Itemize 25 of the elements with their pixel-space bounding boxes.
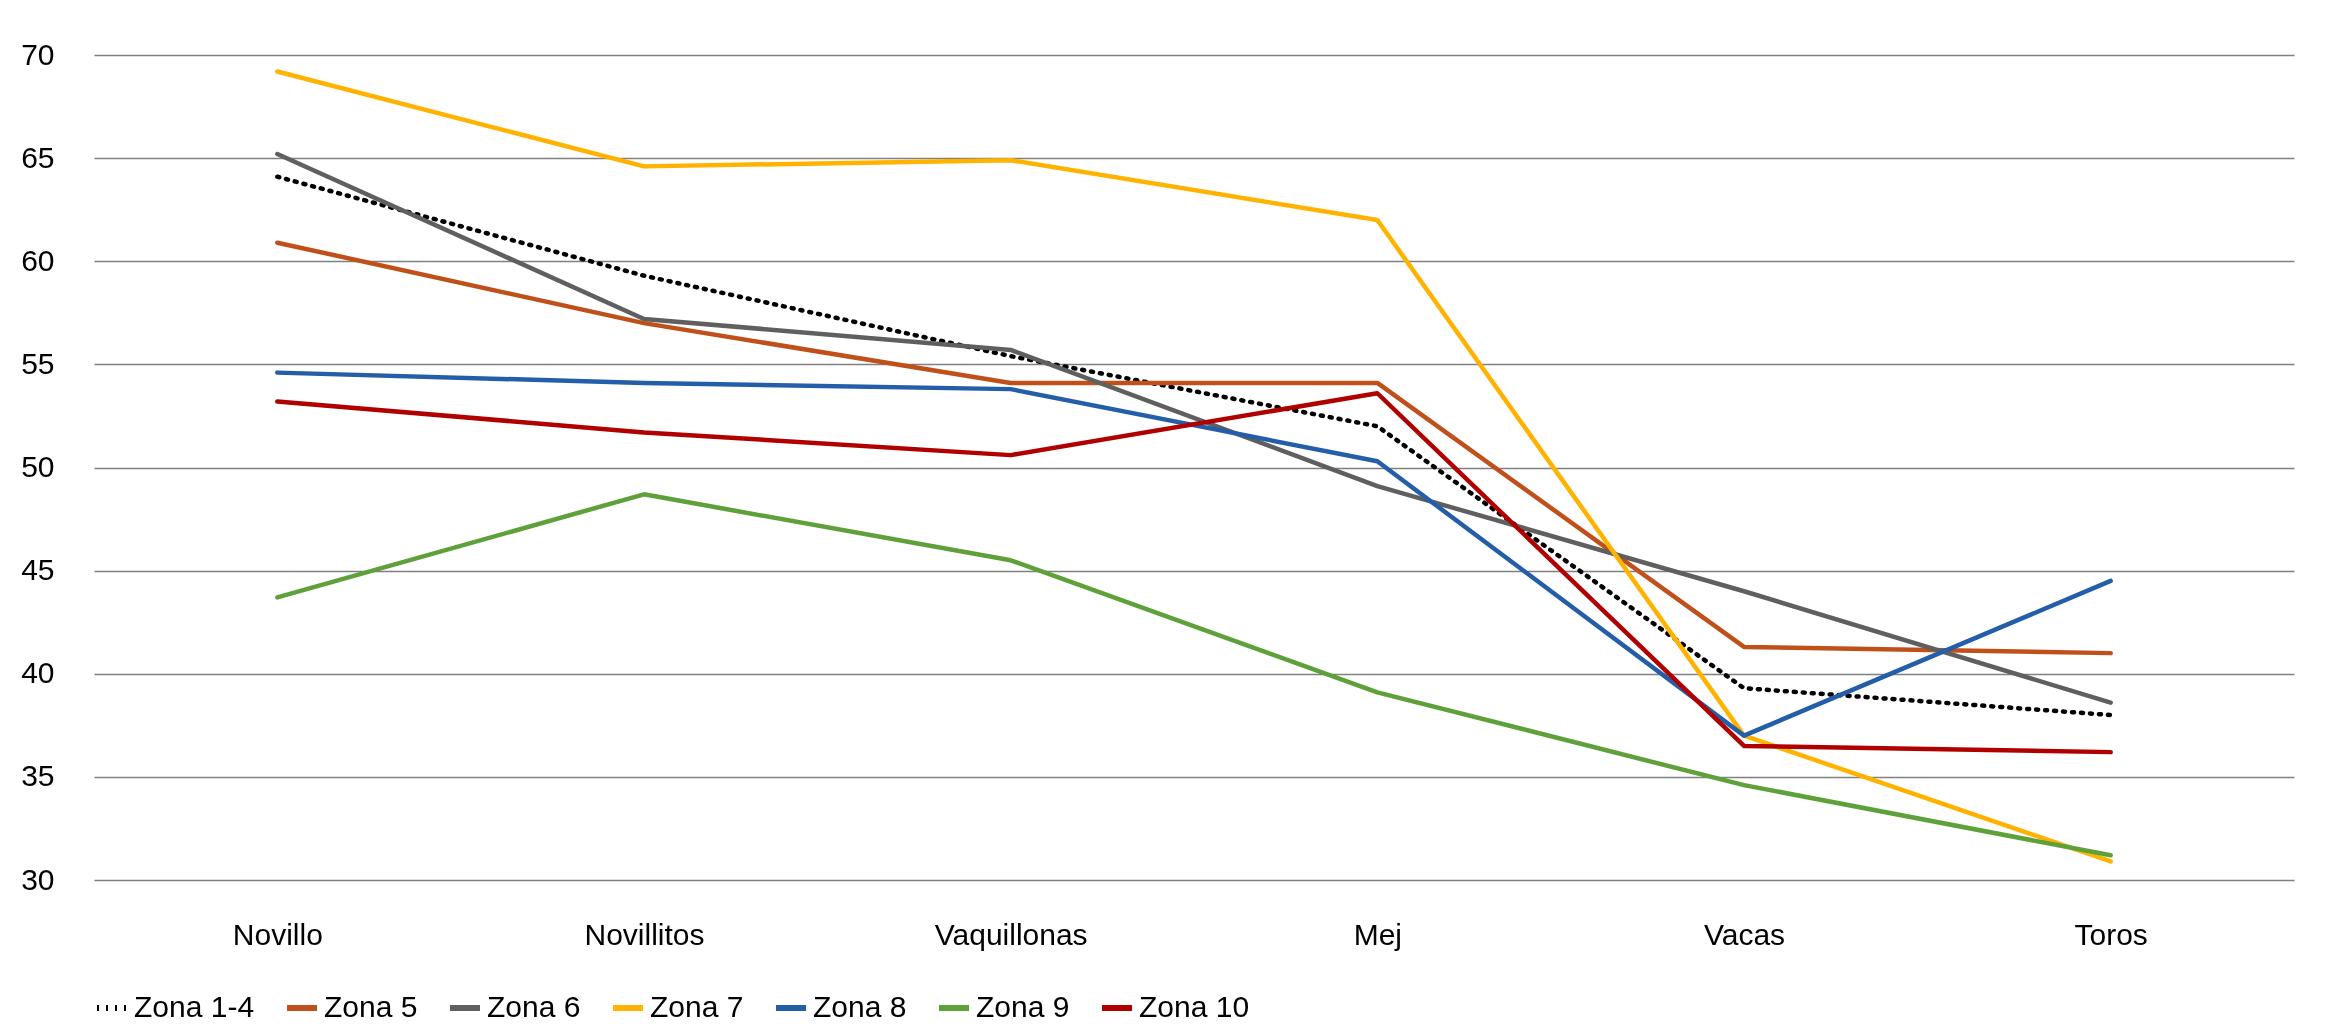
line-series: [275, 240, 2113, 656]
legend-label: Zona 1-4: [134, 990, 255, 1023]
legend-label: Zona 9: [976, 990, 1070, 1023]
legend-label: Zona 10: [1139, 990, 1250, 1023]
y-tick-label: 45: [21, 553, 55, 587]
x-tick-label: Toros: [2074, 917, 2148, 951]
y-tick-label: 40: [21, 656, 55, 690]
legend-label: Zona 7: [650, 990, 744, 1023]
line-series: [275, 69, 2113, 864]
x-tick-label: Vaquillonas: [934, 917, 1088, 951]
y-tick-label: 70: [21, 37, 55, 71]
x-tick-label: Novillo: [232, 917, 323, 951]
legend-label: Zona 8: [813, 990, 907, 1023]
legend-label: Zona 5: [324, 990, 418, 1023]
line-series: [275, 492, 2113, 858]
x-tick-label: Novillitos: [584, 917, 705, 951]
legend-label: Zona 6: [487, 990, 581, 1023]
y-tick-label: 30: [21, 862, 55, 896]
x-tick-label: Mej: [1353, 917, 1403, 951]
y-tick-label: 50: [21, 450, 55, 483]
y-tick-label: 60: [21, 243, 55, 277]
y-tick-label: 35: [21, 759, 55, 793]
y-tick-label: 65: [21, 140, 55, 174]
x-tick-label: Vacas: [1703, 917, 1786, 951]
y-tick-label: 55: [21, 346, 55, 380]
